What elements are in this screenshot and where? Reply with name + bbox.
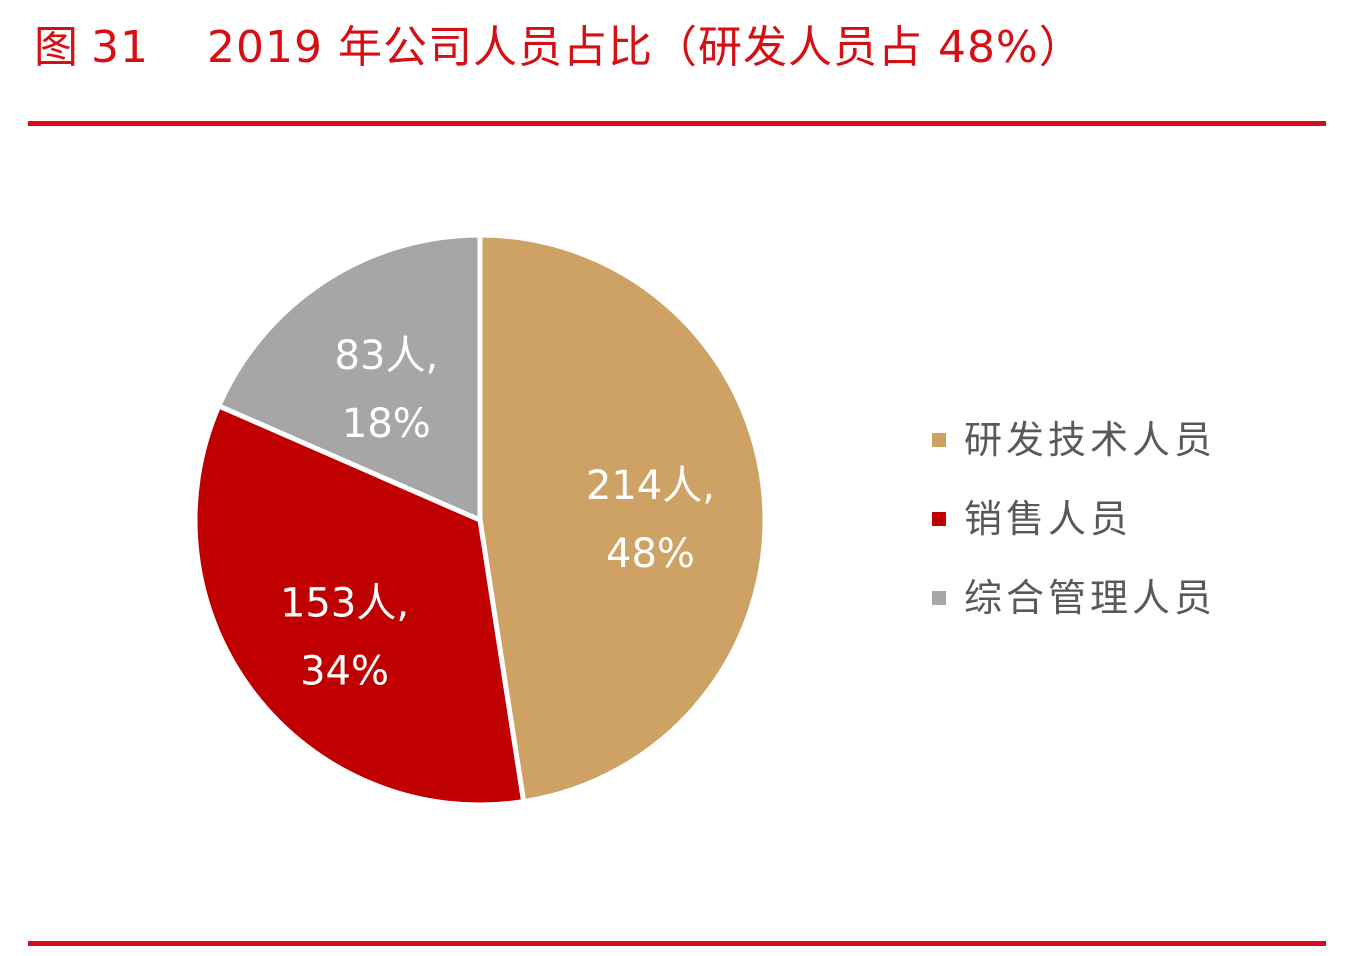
slice-label-value: 214人, xyxy=(586,463,715,509)
legend-swatch-3 xyxy=(932,591,946,605)
slice-label-percent: 18% xyxy=(342,401,431,447)
figure-label: 图 xyxy=(34,22,79,73)
footer-divider xyxy=(28,941,1326,946)
slice-label-1: 214人, 48% xyxy=(586,463,715,577)
figure-title-text: 2019 年公司人员占比（研发人员占 48%） xyxy=(207,22,1084,73)
pie-slice-3 xyxy=(216,232,483,523)
slice-label-2: 153人, 34% xyxy=(280,580,409,694)
legend-label-1: 研发技术人员 xyxy=(964,418,1216,462)
legend-label-2: 销售人员 xyxy=(964,497,1132,541)
legend-swatch-2 xyxy=(932,512,946,526)
slice-label-value: 153人, xyxy=(280,580,409,626)
figure-title: 图 31 2019 年公司人员占比（研发人员占 48%） xyxy=(34,18,1084,78)
slice-label-percent: 48% xyxy=(606,531,695,577)
pie-slices xyxy=(192,232,768,808)
slice-label-percent: 34% xyxy=(300,648,389,694)
title-divider xyxy=(28,121,1326,126)
figure-number: 31 xyxy=(91,22,149,73)
pie-slice-1 xyxy=(477,232,768,805)
slice-label-3: 83人, 18% xyxy=(335,333,439,447)
slice-label-value: 83人, xyxy=(335,333,439,379)
slice-labels: 214人, 48% 153人, 34% 83人, 18% xyxy=(280,333,715,694)
legend-swatch-1 xyxy=(932,433,946,447)
legend-label-3: 综合管理人员 xyxy=(964,576,1216,620)
